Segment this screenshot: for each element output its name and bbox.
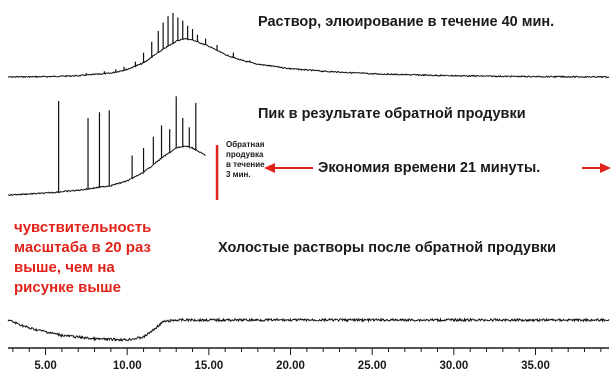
trace-label-blank: Холостые растворы после обратной продувк… [218, 240, 557, 256]
x-tick-label: 35.00 [521, 360, 550, 372]
chromatogram-blank [7, 317, 610, 342]
backflush-label: Обратная продувка в течение 3 мин. [226, 140, 268, 180]
trace-label-40min: Раствор, элюирование в течение 40 мин. [258, 14, 555, 30]
sensitivity-line: чувствительность [14, 219, 152, 236]
arrow-left-head [264, 163, 276, 173]
chromatogram-40min [7, 13, 610, 79]
x-tick-label: 20.00 [276, 360, 305, 372]
backflush-line: 3 мин. [226, 170, 251, 179]
trace-40min-baseline [7, 37, 610, 79]
x-axis: 5.00 10.00 15.00 20.00 25.00 30.00 35.00 [8, 347, 609, 372]
trace-blank-baseline [7, 317, 610, 342]
x-tick-label: 30.00 [439, 360, 468, 372]
annotations [215, 145, 611, 200]
sensitivity-line: рисунке выше [14, 279, 122, 296]
trace-label-backflush: Пик в результате обратной продувки [258, 106, 526, 122]
x-tick-label: 15.00 [194, 360, 223, 372]
arrow-right-head [600, 163, 611, 173]
chromatogram-backflush [7, 96, 206, 197]
backflush-line: в течение [226, 160, 265, 169]
backflush-line: продувка [226, 150, 264, 159]
sensitivity-note: чувствительность масштаба в 20 раз выше,… [14, 218, 214, 298]
backflush-line: Обратная [226, 140, 265, 149]
x-tick-label: 10.00 [113, 360, 142, 372]
sensitivity-line: выше, чем на [14, 259, 115, 276]
x-tick-label: 5.00 [34, 360, 56, 372]
trace-backflush-baseline [7, 145, 206, 197]
x-tick-label: 25.00 [358, 360, 387, 372]
sensitivity-line: масштаба в 20 раз [14, 239, 151, 256]
time-saving-label: Экономия времени 21 минуты. [318, 160, 541, 176]
